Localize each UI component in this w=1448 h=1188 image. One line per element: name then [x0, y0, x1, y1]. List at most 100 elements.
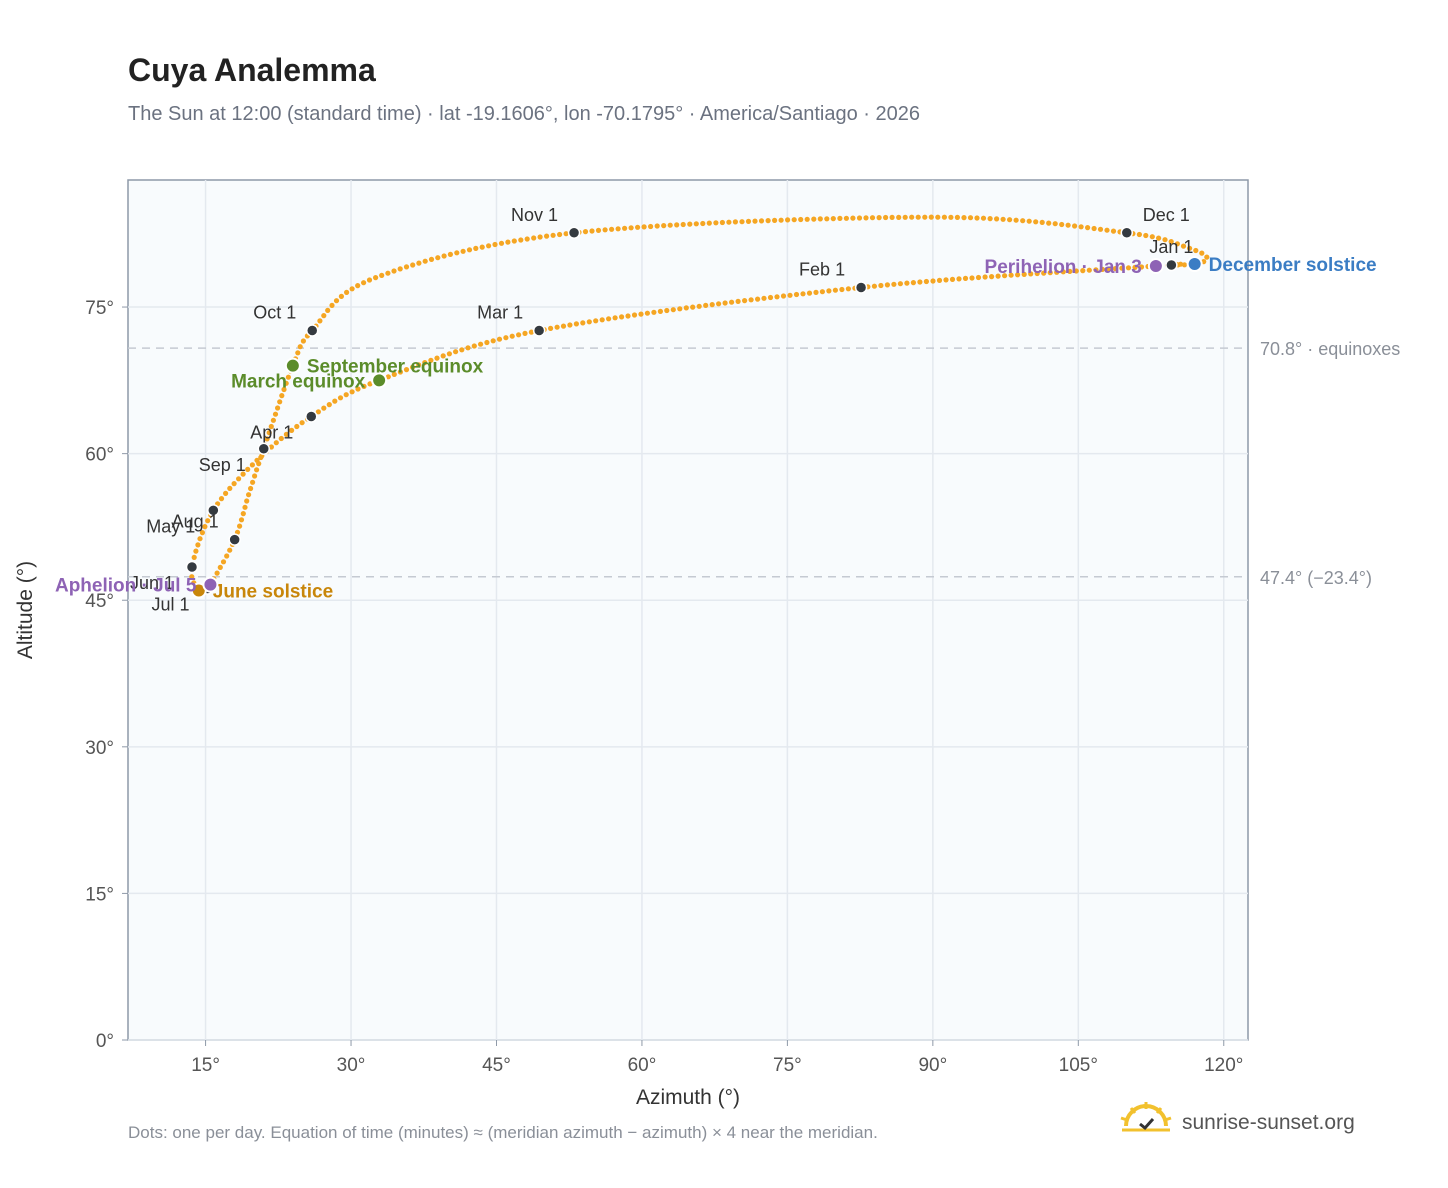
- daily-sun-dot: [220, 559, 227, 565]
- daily-sun-dot: [240, 510, 246, 517]
- daily-sun-dot: [524, 236, 530, 242]
- daily-sun-dot: [422, 360, 428, 366]
- daily-sun-dot: [315, 409, 321, 415]
- daily-sun-dot: [329, 302, 335, 308]
- daily-sun-dot: [238, 517, 245, 523]
- month-label: Jan 1: [1149, 237, 1193, 257]
- daily-sun-dot: [223, 490, 229, 496]
- daily-sun-dot: [739, 219, 745, 225]
- daily-sun-dot: [1059, 221, 1065, 228]
- daily-sun-dot: [622, 225, 628, 231]
- daily-sun-dot: [544, 233, 550, 239]
- month-marker: [532, 324, 546, 337]
- month-marker: [305, 324, 319, 337]
- daily-sun-dot: [1199, 250, 1205, 256]
- month-label: May 1: [146, 516, 195, 536]
- daily-sun-dot: [819, 289, 826, 295]
- daily-sun-dot: [1136, 231, 1142, 238]
- x-tick-label: 30°: [337, 1055, 366, 1076]
- daily-sun-dot: [516, 332, 522, 338]
- daily-sun-dot: [490, 338, 496, 344]
- month-label: Jul 1: [151, 595, 189, 615]
- daily-sun-dot: [325, 307, 331, 313]
- daily-sun-dot: [459, 347, 465, 353]
- daily-sun-dot: [837, 215, 843, 221]
- daily-sun-dot: [683, 305, 689, 311]
- daily-sun-dot: [1119, 265, 1125, 271]
- daily-sun-dot: [935, 214, 941, 220]
- daily-sun-dot: [289, 427, 295, 433]
- x-tick-label: 75°: [773, 1055, 802, 1076]
- month-label: Sep 1: [199, 455, 246, 475]
- x-tick-label: 105°: [1059, 1055, 1098, 1076]
- daily-sun-dot: [273, 440, 279, 446]
- daily-sun-dot: [889, 214, 895, 220]
- daily-sun-dot: [460, 248, 466, 254]
- daily-sun-dot: [275, 405, 281, 411]
- daily-sun-dot: [391, 371, 397, 377]
- daily-sun-dot: [732, 219, 739, 225]
- daily-sun-dot: [824, 216, 830, 222]
- daily-sun-dot: [1008, 272, 1014, 278]
- daily-sun-dot: [1065, 222, 1071, 228]
- daily-sun-dot: [904, 280, 910, 286]
- daily-sun-dot: [537, 234, 543, 240]
- daily-sun-dot: [484, 339, 490, 346]
- daily-sun-dot: [195, 542, 201, 548]
- daily-sun-dot: [719, 219, 726, 226]
- daily-sun-dot: [722, 300, 728, 306]
- daily-sun-dot: [428, 357, 434, 363]
- daily-sun-dot: [349, 286, 355, 292]
- daily-sun-dot: [246, 492, 252, 498]
- daily-sun-dot: [249, 462, 255, 468]
- daily-sun-dot: [804, 216, 810, 222]
- daily-sun-dot: [778, 217, 784, 223]
- daily-sun-dot: [845, 286, 852, 292]
- daily-sun-dot: [1085, 225, 1091, 231]
- y-tick-label: 0°: [96, 1031, 114, 1052]
- daily-sun-dot: [349, 389, 355, 395]
- daily-sun-dot: [830, 216, 836, 222]
- daily-sun-dot: [332, 398, 338, 404]
- daily-sun-dot: [300, 338, 306, 344]
- daily-sun-dot: [361, 383, 367, 389]
- event-label: March equinox: [231, 371, 366, 392]
- daily-sun-dot: [582, 229, 589, 235]
- month-label: Nov 1: [511, 205, 558, 225]
- daily-sun-dot: [1021, 271, 1027, 277]
- daily-sun-dot: [422, 258, 428, 264]
- daily-sun-dot: [923, 278, 930, 285]
- daily-sun-dot: [1138, 264, 1145, 270]
- brand[interactable]: sunrise-sunset.org: [1118, 1100, 1355, 1145]
- daily-sun-dot: [902, 214, 908, 220]
- daily-sun-dot: [606, 316, 612, 322]
- daily-sun-dot: [326, 402, 332, 408]
- y-tick-label: 15°: [85, 884, 114, 905]
- daily-sun-dot: [473, 245, 479, 251]
- daily-sun-dot: [941, 214, 948, 220]
- daily-sun-dot: [548, 325, 554, 331]
- daily-sun-dot: [1078, 224, 1084, 230]
- daily-sun-dot: [1143, 232, 1149, 239]
- daily-sun-dot: [1041, 270, 1047, 276]
- daily-sun-dot: [962, 275, 969, 281]
- daily-sun-dot: [994, 216, 1000, 222]
- daily-sun-dot: [338, 293, 344, 299]
- daily-sun-dot: [250, 479, 256, 485]
- daily-sun-dot: [674, 222, 680, 228]
- daily-sun-dot: [268, 444, 274, 450]
- daily-sun-dot: [366, 277, 373, 283]
- daily-sun-dot: [1046, 220, 1052, 226]
- daily-sun-dot: [987, 216, 993, 222]
- daily-sun-dot: [1180, 243, 1187, 249]
- month-marker: [305, 410, 318, 423]
- x-axis-title: Azimuth (°): [636, 1086, 740, 1109]
- daily-sun-dot: [813, 289, 819, 295]
- footnote: Dots: one per day. Equation of time (min…: [128, 1123, 878, 1142]
- daily-sun-dot: [294, 423, 300, 430]
- event-marker: [202, 576, 219, 593]
- daily-sun-dot: [832, 287, 839, 293]
- daily-sun-dot: [948, 214, 954, 220]
- daily-sun-dot: [793, 291, 800, 298]
- daily-sun-dot: [661, 223, 667, 229]
